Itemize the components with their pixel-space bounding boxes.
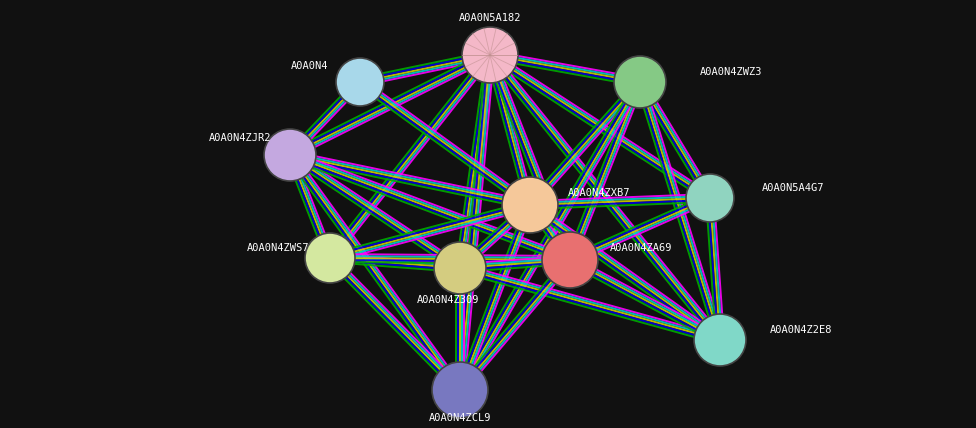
Circle shape — [432, 362, 488, 418]
Circle shape — [462, 27, 518, 83]
Text: A0A0N4ZA69: A0A0N4ZA69 — [610, 243, 672, 253]
Text: A0A0N4Z309: A0A0N4Z309 — [417, 295, 479, 305]
Circle shape — [694, 314, 746, 366]
Circle shape — [434, 242, 486, 294]
Text: A0A0N4ZWS7: A0A0N4ZWS7 — [247, 243, 309, 253]
Text: A0A0N4: A0A0N4 — [291, 61, 329, 71]
Circle shape — [614, 56, 666, 108]
Circle shape — [502, 177, 558, 233]
Circle shape — [305, 233, 355, 283]
Text: A0A0N4Z2E8: A0A0N4Z2E8 — [770, 325, 833, 335]
Circle shape — [542, 232, 598, 288]
Text: A0A0N5A182: A0A0N5A182 — [459, 13, 521, 23]
Text: A0A0N4ZCL9: A0A0N4ZCL9 — [428, 413, 491, 423]
Text: A0A0N4ZXB7: A0A0N4ZXB7 — [568, 188, 630, 198]
Circle shape — [686, 174, 734, 222]
Text: A0A0N5A4G7: A0A0N5A4G7 — [762, 183, 825, 193]
Circle shape — [264, 129, 316, 181]
Circle shape — [336, 58, 384, 106]
Text: A0A0N4ZJR2: A0A0N4ZJR2 — [209, 133, 271, 143]
Text: A0A0N4ZWZ3: A0A0N4ZWZ3 — [700, 67, 762, 77]
